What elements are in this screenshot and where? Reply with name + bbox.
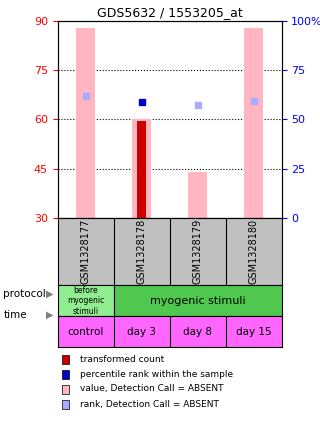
Text: value, Detection Call = ABSENT: value, Detection Call = ABSENT — [80, 385, 223, 393]
Bar — [137, 121, 147, 218]
Bar — [188, 172, 207, 218]
Text: GSM1328178: GSM1328178 — [137, 219, 147, 284]
Text: percentile rank within the sample: percentile rank within the sample — [80, 370, 233, 379]
Text: ▶: ▶ — [46, 310, 53, 320]
Bar — [132, 119, 151, 218]
FancyBboxPatch shape — [62, 385, 69, 394]
Text: control: control — [68, 327, 104, 337]
Bar — [244, 28, 263, 218]
Text: GSM1328177: GSM1328177 — [81, 219, 91, 284]
Text: time: time — [3, 310, 27, 320]
Text: myogenic stimuli: myogenic stimuli — [150, 296, 245, 306]
Text: day 3: day 3 — [127, 327, 156, 337]
Bar — [76, 28, 95, 218]
Text: ▶: ▶ — [46, 289, 53, 299]
FancyBboxPatch shape — [62, 355, 69, 364]
Text: rank, Detection Call = ABSENT: rank, Detection Call = ABSENT — [80, 400, 219, 409]
Bar — [114, 285, 282, 316]
Text: GSM1328180: GSM1328180 — [249, 219, 259, 284]
Text: day 15: day 15 — [236, 327, 271, 337]
Text: day 8: day 8 — [183, 327, 212, 337]
Bar — [58, 285, 114, 316]
Text: before
myogenic
stimuli: before myogenic stimuli — [67, 286, 104, 316]
Text: protocol: protocol — [3, 289, 46, 299]
Text: GSM1328179: GSM1328179 — [193, 219, 203, 284]
FancyBboxPatch shape — [62, 370, 69, 379]
Text: transformed count: transformed count — [80, 355, 164, 364]
FancyBboxPatch shape — [62, 401, 69, 409]
Title: GDS5632 / 1553205_at: GDS5632 / 1553205_at — [97, 5, 243, 19]
